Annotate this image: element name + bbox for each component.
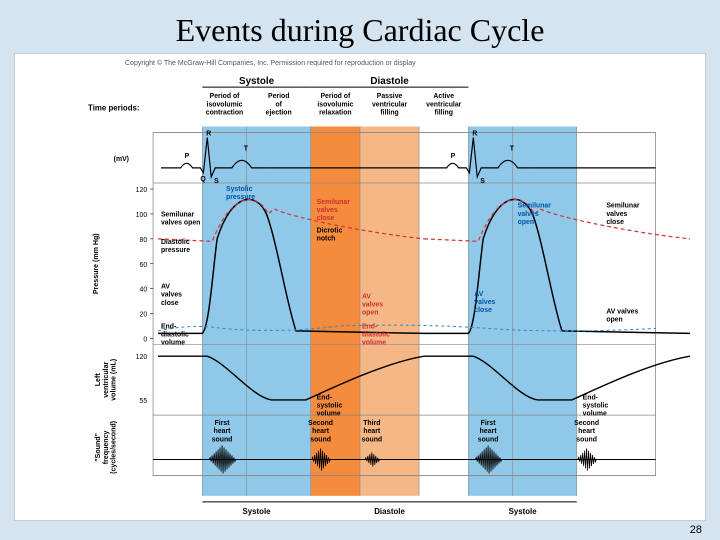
svg-text:Period ofisovolumiccontraction: Period ofisovolumiccontraction [206, 93, 243, 116]
svg-text:20: 20 [140, 311, 148, 318]
svg-text:0: 0 [143, 336, 147, 343]
svg-text:Thirdheartsound: Thirdheartsound [361, 420, 382, 443]
svg-text:(mV): (mV) [114, 156, 129, 163]
svg-text:100: 100 [136, 212, 148, 219]
svg-text:Systole: Systole [509, 507, 538, 516]
figure-container: Copyright © The McGraw-Hill Companies, I… [14, 53, 706, 521]
svg-text:Periodofejection: Periodofejection [266, 93, 292, 116]
svg-text:Q: Q [200, 176, 206, 183]
svg-text:Systolicpressure: Systolicpressure [226, 186, 255, 201]
svg-text:Diastole: Diastole [374, 507, 405, 516]
svg-text:Time periods:: Time periods: [88, 103, 139, 112]
svg-text:Diastole: Diastole [370, 76, 409, 87]
svg-text:End-diastolicvolume: End-diastolicvolume [161, 323, 189, 346]
svg-text:120: 120 [136, 354, 148, 361]
svg-text:S: S [480, 178, 485, 185]
chart-area: Time periods: Systole Diastole Period ofiso… [25, 72, 695, 516]
svg-text:Leftventricularvolume (mL): Leftventricularvolume (mL) [95, 359, 118, 401]
svg-text:Secondheartsound: Secondheartsound [574, 420, 599, 443]
svg-text:Passiveventricularfilling: Passiveventricularfilling [372, 93, 407, 116]
chart-svg: Time periods: Systole Diastole Period ofiso… [25, 72, 695, 516]
svg-text:End-systolicvolume: End-systolicvolume [583, 394, 609, 417]
svg-text:Period ofisovolumicrelaxation: Period ofisovolumicrelaxation [317, 93, 353, 116]
slide-title: Events during Cardiac Cycle [0, 0, 720, 53]
svg-text:80: 80 [140, 237, 148, 244]
svg-text:R: R [472, 131, 477, 138]
svg-text:Semilunarvalvesclose: Semilunarvalvesclose [606, 203, 640, 226]
svg-text:P: P [185, 153, 190, 160]
svg-text:Pressure (mm Hg): Pressure (mm Hg) [93, 233, 100, 294]
svg-text:Firstheartsound: Firstheartsound [478, 420, 499, 443]
svg-text:T: T [510, 146, 515, 153]
svg-text:Systole: Systole [243, 507, 272, 516]
svg-text:T: T [244, 146, 249, 153]
svg-text:55: 55 [140, 398, 148, 405]
svg-text:Activeventricularfilling: Activeventricularfilling [426, 93, 461, 116]
svg-text:40: 40 [140, 287, 148, 294]
page-number: 28 [690, 524, 702, 536]
svg-text:AVvalvesclose: AVvalvesclose [161, 284, 182, 307]
svg-text:60: 60 [140, 262, 148, 269]
svg-text:R: R [206, 131, 211, 138]
svg-text:Firstheartsound: Firstheartsound [212, 420, 233, 443]
svg-text:"Sound"frequency(cycles/second: "Sound"frequency(cycles/second) [95, 421, 118, 474]
svg-text:120: 120 [136, 187, 148, 194]
svg-text:AV valvesopen: AV valvesopen [606, 308, 638, 323]
svg-text:P: P [451, 153, 456, 160]
svg-text:S: S [214, 178, 219, 185]
svg-text:Systole: Systole [239, 76, 274, 87]
svg-text:Semilunarvalves open: Semilunarvalves open [161, 211, 200, 226]
svg-text:Diastolicpressure: Diastolicpressure [161, 239, 190, 254]
copyright-text: Copyright © The McGraw-Hill Companies, I… [125, 60, 416, 67]
